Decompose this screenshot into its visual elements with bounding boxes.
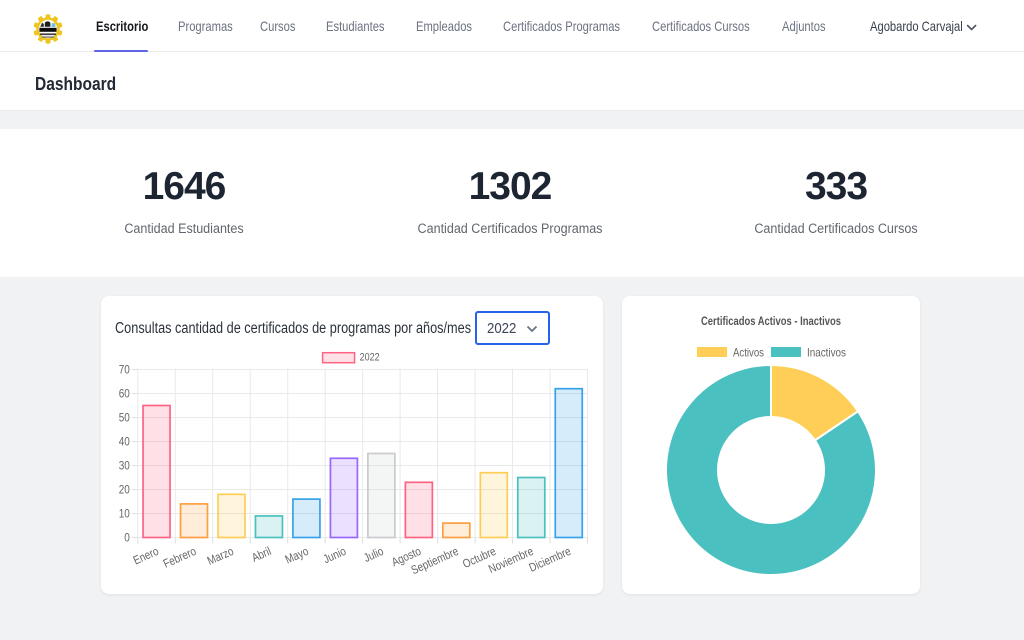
- svg-text:Febrero: Febrero: [161, 544, 198, 571]
- svg-text:Abril: Abril: [249, 544, 273, 565]
- svg-text:Julio: Julio: [361, 544, 385, 565]
- svg-text:30: 30: [119, 459, 130, 473]
- svg-text:40: 40: [119, 435, 130, 449]
- svg-text:Mayo: Mayo: [283, 544, 311, 567]
- svg-text:Diciembre: Diciembre: [527, 544, 573, 575]
- svg-text:20: 20: [119, 483, 130, 497]
- svg-text:Certificados Activos - Inactiv: Certificados Activos - Inactivos: [701, 314, 841, 328]
- svg-text:50: 50: [119, 411, 130, 425]
- svg-text:60: 60: [119, 387, 130, 401]
- svg-text:Junio: Junio: [321, 544, 348, 566]
- svg-text:Inactivos: Inactivos: [807, 346, 846, 360]
- svg-text:10: 10: [119, 507, 130, 521]
- svg-text:70: 70: [119, 363, 130, 377]
- svg-text:0: 0: [124, 531, 130, 545]
- svg-text:Enero: Enero: [131, 544, 161, 568]
- svg-text:Marzo: Marzo: [205, 544, 236, 568]
- svg-text:2022: 2022: [360, 352, 380, 364]
- svg-text:Activos: Activos: [733, 346, 764, 360]
